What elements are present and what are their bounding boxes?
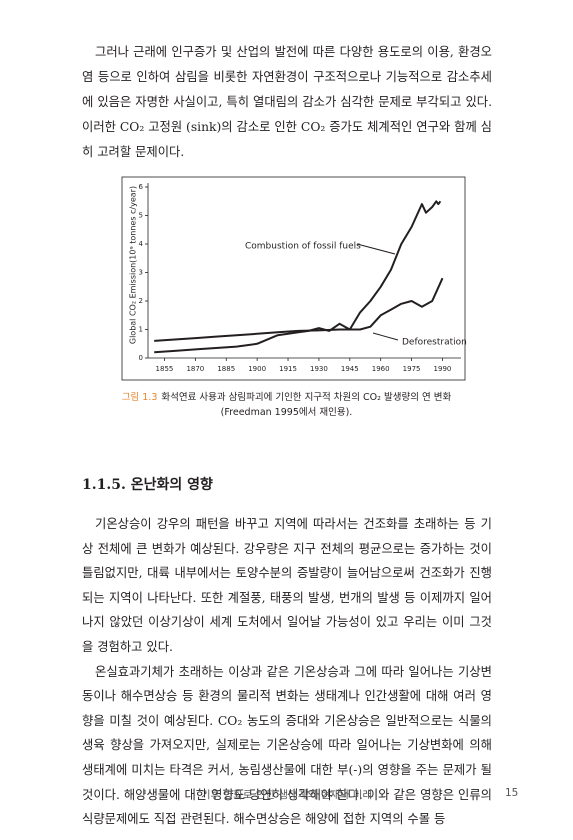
data-line: [154, 277, 444, 342]
chart-frame: [121, 176, 466, 381]
y-tick-label: 6: [139, 183, 144, 191]
x-tick-label: 1855: [156, 365, 174, 373]
x-tick-label: 1960: [372, 365, 390, 373]
page-number: 15: [505, 787, 519, 799]
intro-text: 그러나 근래에 인구증가 및 산업의 발전에 따른 다양한 용도로의 이용, 환…: [82, 40, 492, 165]
section-text: 기온상승이 강우의 패턴을 바꾸고 지역에 따라서는 건조화를 초래하는 등 기…: [82, 512, 492, 832]
y-tick-label: 4: [139, 240, 144, 248]
x-tick-label: 1990: [434, 365, 452, 373]
chart: Global CO₂ Emission(10⁹ tonnes c/year) 0…: [121, 176, 467, 381]
paragraph: 그러나 근래에 인구증가 및 산업의 발전에 따른 다양한 용도로의 이용, 환…: [82, 45, 492, 159]
caption-text: 화석연료 사용과 삼림파괴에 기인한 지구적 차원의 CO₂ 발생량의 연 변화: [161, 392, 452, 403]
x-tick-label: 1975: [403, 365, 421, 373]
y-tick-label: 3: [139, 269, 143, 277]
footer-title: 기후 변화로 인한 생태계의 현재와 미래: [200, 789, 373, 801]
x-tick-label: 1915: [279, 365, 297, 373]
data-line: [154, 200, 442, 354]
figure-label: 그림 1.3: [121, 392, 158, 403]
x-tick-label: 1870: [186, 365, 204, 373]
y-tick-label: 1: [139, 326, 143, 334]
caption-source: (Freedman 1995에서 재인용).: [220, 407, 353, 418]
paragraph: 온실효과기체가 초래하는 이상과 같은 기온상승과 그에 따라 일어나는 기상변…: [82, 664, 492, 827]
annotation-leader: [372, 332, 399, 341]
paragraph: 기온상승이 강우의 패턴을 바꾸고 지역에 따라서는 건조화를 초래하는 등 기…: [82, 517, 492, 654]
x-tick-label: 1900: [248, 365, 266, 373]
y-axis-label: Global CO₂ Emission(10⁹ tonnes c/year): [129, 186, 138, 344]
annotation-leader: [356, 243, 396, 255]
y-tick-label: 5: [139, 212, 143, 220]
annotation: Deforestration: [402, 338, 467, 348]
x-tick-label: 1885: [217, 365, 235, 373]
x-tick-label: 1945: [341, 365, 359, 373]
x-tick-label: 1930: [310, 365, 328, 373]
y-tick-label: 2: [139, 297, 143, 305]
y-tick-label: 0: [139, 354, 143, 362]
annotation: Combustion of fossil fuels: [245, 242, 361, 252]
figure-caption: 그림 1.3 화석연료 사용과 삼림파괴에 기인한 지구적 차원의 CO₂ 발생량…: [60, 390, 513, 420]
section-heading: 1.1.5. 온난화의 영향: [82, 477, 213, 493]
